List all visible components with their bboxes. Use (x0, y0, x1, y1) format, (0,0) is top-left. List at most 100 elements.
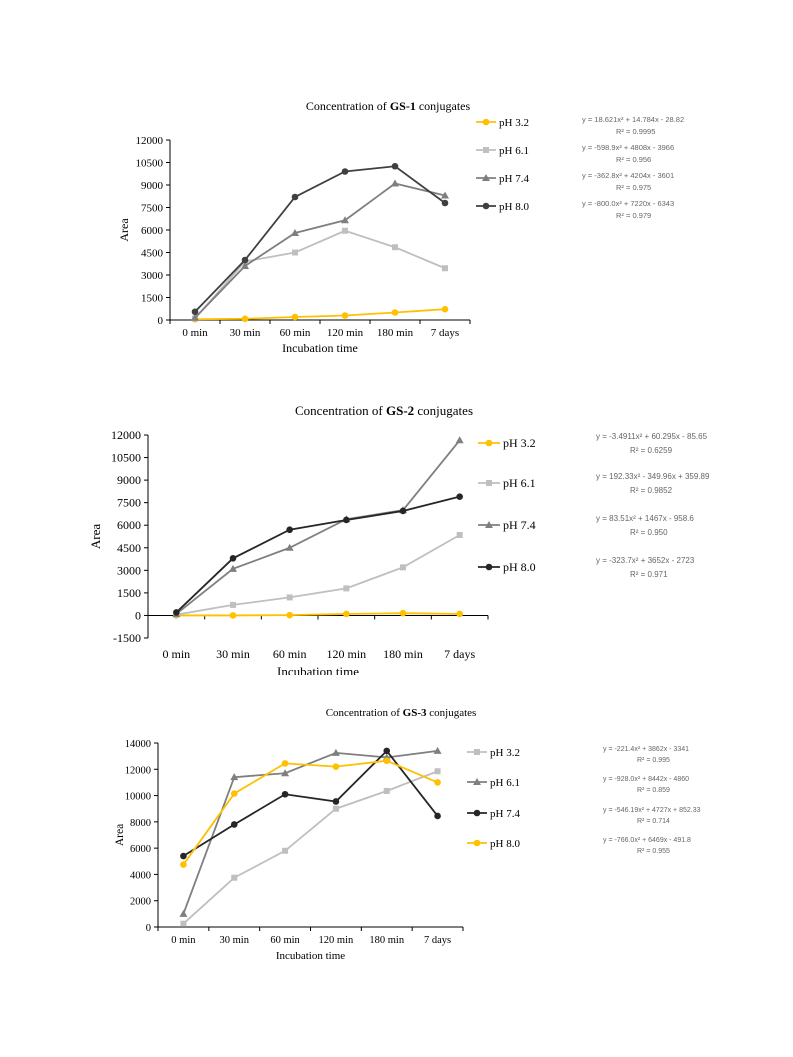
legend-item: pH 6.1 (467, 777, 520, 789)
y-tick-label: 4500 (117, 541, 141, 555)
data-point (180, 861, 187, 868)
data-point (391, 309, 399, 316)
data-point (442, 265, 448, 272)
series-line (175, 439, 461, 615)
y-tick-label: 3000 (117, 563, 141, 577)
data-point (291, 229, 299, 236)
x-tick-label: 60 min (273, 647, 307, 661)
x-axis-label: Incubation time (277, 664, 359, 675)
series-line (176, 534, 461, 616)
series-line (194, 165, 446, 313)
data-point (383, 747, 391, 755)
data-point (179, 909, 188, 917)
legend-item: pH 8.0 (467, 838, 520, 850)
series-line (194, 229, 446, 320)
data-point (281, 790, 289, 798)
data-point (383, 787, 390, 794)
data-point (230, 773, 239, 781)
data-point (241, 262, 249, 269)
data-point (229, 555, 237, 562)
series-pH-7-4 (172, 436, 464, 617)
chart-title-bold: GS-1 (390, 99, 416, 113)
data-point (331, 748, 340, 756)
series-pH-3-2 (180, 768, 441, 927)
legend-marker (482, 174, 490, 181)
data-point (392, 244, 398, 251)
chart-title-prefix: Concentration of (295, 403, 386, 418)
legend-marker (473, 839, 481, 847)
x-tick-label: 0 min (171, 935, 196, 946)
legend-item: pH 3.2 (476, 117, 529, 129)
trend-r-squared: R² = 0.971 (630, 570, 668, 579)
trend-r-squared: R² = 0.995 (637, 757, 670, 764)
chart-svg: Concentration of GS-2 conjugates -1500 0 15… (88, 403, 710, 679)
data-point (241, 315, 249, 323)
y-tick-label: 12000 (111, 428, 141, 442)
trend-equation: y = 83.51x² + 1467x - 958.6 (596, 514, 694, 523)
series-pH-8-0 (191, 162, 449, 316)
trend-equation: y = -800.0x² + 7220x - 6343 (582, 199, 674, 208)
trend-equation: y = -928.0x² + 8442x - 4860 (603, 776, 689, 783)
legend-item: pH 3.2 (467, 747, 520, 759)
gs1-chart: Concentration of GS-1 conjugates 0 1500 300… (0, 90, 793, 370)
data-point (434, 768, 441, 775)
y-tick-label: 1500 (117, 586, 141, 600)
trend-equation: y = -323.7x² + 3652x - 2723 (596, 556, 695, 565)
data-point (342, 227, 348, 234)
y-tick-label: 10500 (136, 158, 164, 170)
series-line (182, 759, 438, 866)
data-point (285, 543, 294, 551)
trend-equation: y = -3.4911x² + 60.295x - 85.65 (596, 432, 708, 441)
series-line (182, 770, 438, 925)
series-line (176, 612, 460, 617)
chart-title-bold: GS-2 (386, 403, 414, 418)
series-line (194, 308, 446, 321)
y-tick-label: 6000 (117, 518, 141, 532)
series-line (182, 749, 438, 915)
data-point (229, 612, 237, 619)
data-point (230, 821, 238, 828)
legend-label: pH 8.0 (499, 201, 529, 213)
data-point (441, 199, 449, 207)
chart-svg: Concentration of GS-1 conjugates 0 1500 300… (117, 99, 684, 355)
y-tick-label: 12000 (125, 765, 151, 776)
y-tick-label: 3000 (141, 270, 164, 282)
y-tick-label: 14000 (125, 739, 151, 750)
legend-label: pH 7.4 (490, 808, 520, 820)
legend-item: pH 6.1 (476, 145, 529, 157)
x-tick-label: 0 min (182, 327, 208, 339)
legend-marker (473, 809, 481, 817)
data-point (341, 168, 349, 175)
data-point (434, 812, 441, 820)
data-point (191, 313, 199, 321)
y-axis-label: Area (88, 524, 103, 549)
trend-r-squared: R² = 0.950 (630, 528, 668, 537)
data-point (332, 798, 340, 805)
x-tick-label: 60 min (270, 935, 300, 946)
chart-title-bold: GS-3 (403, 707, 427, 719)
trend-r-squared: R² = 0.9852 (630, 486, 673, 495)
legend-marker (485, 563, 493, 571)
gs2-chart: Concentration of GS-2 conjugates -1500 0 15… (0, 395, 793, 679)
legend-item: pH 8.0 (478, 560, 536, 574)
data-point (231, 874, 238, 881)
y-tick-label: 10500 (111, 451, 141, 465)
legend-label: pH 8.0 (503, 560, 536, 574)
legend-item: pH 7.4 (478, 518, 536, 532)
legend-label: pH 6.1 (499, 145, 529, 157)
trend-equation: y = -766.0x² + 6469x - 491.8 (603, 837, 691, 844)
data-point (332, 805, 339, 812)
x-axis-label: Incubation time (276, 950, 345, 962)
data-point (343, 516, 350, 524)
y-tick-label: 7500 (141, 203, 164, 215)
series-line (182, 749, 439, 857)
trend-r-squared: R² = 0.956 (616, 155, 651, 164)
legend-item: pH 6.1 (478, 476, 536, 490)
legend-label: pH 6.1 (490, 777, 520, 789)
x-tick-label: 30 min (230, 327, 261, 339)
data-point (391, 162, 399, 170)
data-point (291, 313, 299, 321)
data-point (455, 436, 464, 444)
legend-marker (485, 521, 493, 528)
chart-svg: Concentration of GS-3 conjugates 0 2000 400… (114, 707, 701, 962)
